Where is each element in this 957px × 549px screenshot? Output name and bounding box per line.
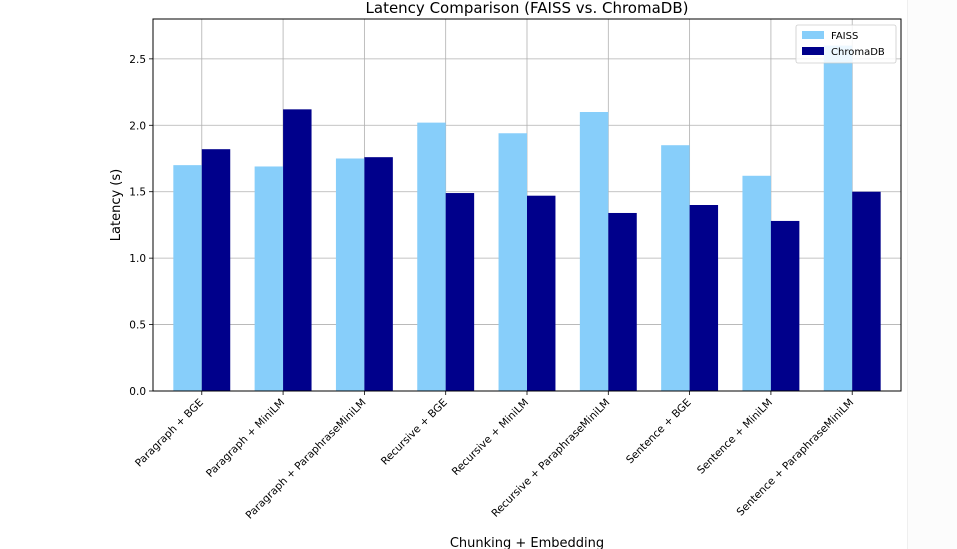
bar-faiss xyxy=(417,122,446,391)
y-tick-label: 1.0 xyxy=(129,253,146,265)
bar-faiss xyxy=(823,45,853,391)
bar-faiss xyxy=(579,112,609,391)
bar-faiss xyxy=(335,158,365,391)
x-tick-label: Recursive + BGE xyxy=(379,397,450,468)
bar-chromadb xyxy=(364,157,393,391)
legend-swatch xyxy=(802,47,824,55)
bar-faiss xyxy=(173,165,202,391)
y-tick-label: 0.0 xyxy=(129,386,146,398)
bar-chromadb xyxy=(283,109,312,391)
bar-chromadb xyxy=(527,195,556,391)
y-tick-label: 2.0 xyxy=(129,120,146,132)
legend: FAISS ChromaDB xyxy=(795,24,897,64)
bar-chromadb xyxy=(608,212,637,391)
x-tick-label: Paragraph + BGE xyxy=(133,397,206,470)
y-axis-ticks: 0.0 0.5 1.0 1.5 2.0 2.5 xyxy=(129,54,153,398)
bar-chromadb xyxy=(201,149,231,391)
legend-label: ChromaDB xyxy=(831,47,885,58)
x-tick-label: Sentence + MiniLM xyxy=(695,397,775,477)
chart-title: Latency Comparison (FAISS vs. ChromaDB) xyxy=(366,0,689,17)
legend-label: FAISS xyxy=(831,31,858,42)
bar-faiss xyxy=(661,145,690,391)
bar-chromadb xyxy=(445,193,475,391)
y-tick-label: 2.5 xyxy=(129,54,146,66)
right-edge-strip xyxy=(907,0,957,549)
bar-chromadb xyxy=(852,191,881,391)
bar-chromadb xyxy=(770,220,800,391)
x-tick-label: Recursive + MiniLM xyxy=(450,397,531,478)
legend-swatch xyxy=(802,31,824,39)
bars xyxy=(173,45,881,391)
bar-chromadb xyxy=(689,205,719,391)
y-tick-label: 1.5 xyxy=(129,187,146,199)
bar-faiss xyxy=(742,175,771,391)
y-axis-label: Latency (s) xyxy=(109,169,124,241)
x-tick-label: Sentence + BGE xyxy=(624,397,694,467)
x-axis-label: Chunking + Embedding xyxy=(450,536,604,549)
y-tick-label: 0.5 xyxy=(129,320,146,332)
x-tick-label: Paragraph + MiniLM xyxy=(204,397,287,480)
bar-faiss xyxy=(498,133,527,391)
bar-faiss xyxy=(254,166,284,391)
